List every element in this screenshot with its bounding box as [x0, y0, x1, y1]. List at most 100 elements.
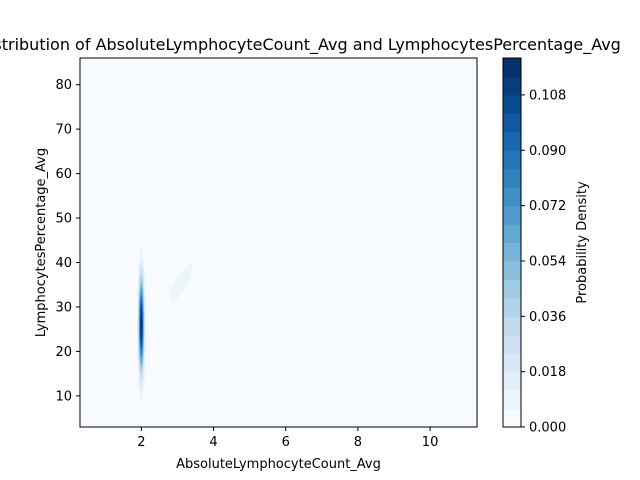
density-cell — [144, 300, 146, 303]
density-cell — [139, 292, 141, 295]
density-cell — [143, 296, 145, 299]
density-cell — [139, 360, 141, 363]
density-cell — [177, 276, 191, 279]
density-cell — [137, 348, 139, 351]
density-cell — [144, 360, 146, 363]
density-cell — [141, 368, 143, 371]
density-cell — [139, 370, 141, 373]
density-cell — [145, 340, 147, 343]
density-cell — [140, 284, 142, 287]
x-tick-label: 8 — [354, 435, 362, 450]
density-cell — [144, 306, 146, 309]
density-cell — [137, 324, 139, 327]
density-cell — [144, 376, 146, 379]
density-cell — [137, 296, 139, 299]
density-cell — [144, 294, 146, 297]
density-cell — [142, 384, 144, 387]
density-cell — [139, 260, 141, 263]
density-cell — [137, 292, 139, 295]
density-cell — [143, 384, 145, 387]
density-cell — [142, 348, 144, 351]
density-cell — [139, 392, 144, 395]
x-axis-label: AbsoluteLymphocyteCount_Avg — [176, 457, 381, 472]
density-cell — [145, 302, 147, 305]
density-cell — [143, 334, 145, 337]
density-cell — [139, 356, 141, 359]
density-cell — [140, 358, 142, 361]
x-axis: 2 4 6 8 10 — [137, 427, 438, 450]
density-cell — [143, 336, 145, 339]
density-cell — [140, 356, 142, 359]
density-cell — [143, 340, 145, 343]
density-cell — [138, 338, 140, 341]
density-cell — [142, 316, 144, 319]
density-cell — [142, 330, 144, 333]
density-cell — [138, 322, 140, 325]
density-cell — [142, 286, 144, 289]
density-cell — [143, 264, 145, 267]
density-cell — [137, 314, 139, 317]
density-cell — [144, 296, 146, 299]
density-cell — [143, 274, 145, 277]
colorbar-segment — [503, 58, 521, 77]
colorbar-frame — [502, 57, 522, 428]
density-cell — [145, 344, 147, 347]
density-cell — [141, 290, 143, 293]
density-cell — [139, 364, 141, 367]
colorbar-segment — [503, 390, 521, 410]
density-cell — [140, 382, 143, 385]
density-cell — [139, 264, 141, 267]
colorbar-segment — [503, 260, 521, 280]
density-cell — [142, 264, 144, 267]
density-cell — [143, 356, 145, 359]
density-cell — [141, 346, 143, 349]
density-cell — [144, 356, 146, 359]
colorbar-segment — [503, 316, 521, 336]
density-cell — [138, 358, 140, 361]
density-cell — [140, 374, 142, 377]
density-cell — [141, 342, 143, 345]
y-tick-label: 40 — [55, 256, 72, 271]
density-cell — [140, 254, 144, 257]
density-cell — [139, 316, 141, 319]
density-cell — [140, 278, 143, 281]
density-cell — [138, 336, 140, 339]
plot-frame — [79, 57, 478, 428]
density-cell — [138, 318, 140, 321]
density-cell — [144, 324, 146, 327]
density-cell — [143, 308, 145, 311]
density-cell — [170, 294, 181, 297]
density-cell — [142, 342, 144, 345]
colorbar-segment — [503, 205, 521, 225]
density-cell — [173, 284, 188, 287]
density-cell — [139, 374, 141, 377]
density-cell — [137, 294, 139, 297]
density-cell — [141, 356, 143, 359]
density-cell — [139, 354, 141, 357]
density-cell — [138, 360, 140, 363]
density-cell — [140, 380, 144, 383]
density-cell — [143, 320, 145, 323]
density-cell — [141, 304, 143, 307]
density-cell — [143, 270, 145, 273]
density-cell — [142, 356, 144, 359]
density-cell — [138, 278, 140, 281]
density-cell — [141, 314, 143, 317]
density-cell — [144, 348, 146, 351]
density-cell — [144, 284, 146, 287]
density-cell — [142, 282, 144, 285]
density-cell — [144, 312, 146, 315]
density-cell — [141, 294, 143, 297]
density-cell — [141, 308, 143, 311]
density-cell — [142, 320, 144, 323]
density-cell — [142, 296, 144, 299]
density-cell — [140, 346, 142, 349]
density-cell — [139, 302, 141, 305]
density-cell — [139, 298, 141, 301]
density-cell — [141, 390, 143, 393]
density-cell — [137, 346, 139, 349]
density-cell — [137, 328, 139, 331]
density-cell — [141, 336, 143, 339]
density-cell — [137, 338, 139, 341]
